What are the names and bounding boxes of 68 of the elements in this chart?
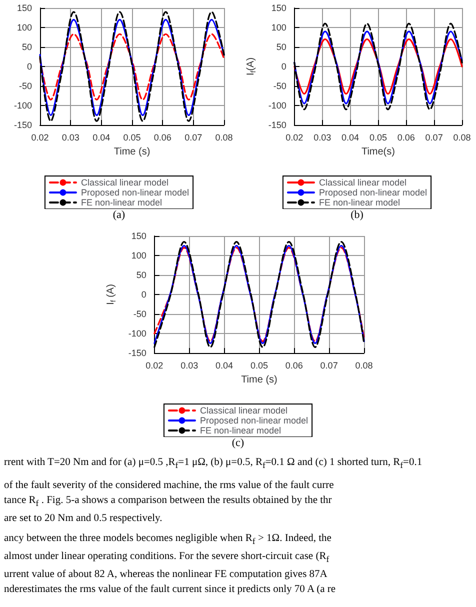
- x-axis-title: Time (s): [241, 374, 278, 386]
- text: almost under linear operating conditions. For the severe short-circuit case (R$_{f}$: [4, 550, 330, 566]
- legend-label: Classical linear model: [318, 178, 407, 188]
- x-axis-title: Time(s): [361, 146, 395, 158]
- legend-label: Proposed non-linear model: [80, 188, 190, 198]
- text: (b): [350, 209, 364, 223]
- x-tick-label: 0.05: [123, 132, 141, 142]
- y-tick-label: -50: [273, 81, 286, 91]
- x-tick-label: 0.06: [397, 132, 415, 142]
- legend-label: FE non-linear model: [318, 198, 400, 208]
- line-series: [294, 38, 463, 95]
- y-tick-label: -100: [128, 328, 146, 338]
- legend-label: FE non-linear model: [80, 198, 162, 208]
- x-tick-label: 0.03: [62, 132, 80, 142]
- y-tick-label: 0: [26, 62, 32, 72]
- x-tick-label: 0.02: [146, 360, 164, 370]
- y-tick-label: 50: [276, 42, 286, 52]
- y-tick-label: 150: [16, 3, 32, 13]
- y-tick-label: 100: [271, 22, 286, 32]
- y-tick-label: 50: [136, 270, 146, 280]
- y-tick-label: -100: [14, 100, 32, 110]
- x-tick-label: 0.05: [250, 360, 268, 370]
- y-tick-label: 100: [131, 250, 146, 260]
- legend-label: FE non-linear model: [200, 426, 282, 436]
- y-tick-label: 0: [141, 290, 146, 300]
- text: are set to 20 Nm and 0.5 respectively.: [4, 512, 164, 526]
- text: (c): [230, 437, 246, 451]
- text: ancy between the three models becomes negligible when R$_{f}$ > 1Ω. Indeed, the: [4, 532, 332, 548]
- x-tick-label: 0.05: [369, 132, 387, 142]
- x-tick-label: 0.03: [314, 132, 332, 142]
- x-tick-label: 0.02: [31, 132, 49, 142]
- legend-label: Proposed non-linear model: [200, 416, 308, 426]
- y-tick-label: 150: [271, 3, 286, 13]
- x-tick-label: 0.04: [342, 132, 360, 142]
- x-tick-label: 0.04: [216, 360, 234, 370]
- x-tick-label: 0.08: [215, 132, 233, 142]
- x-tick-label: 0.03: [180, 360, 198, 370]
- y-tick-label: -150: [14, 120, 32, 130]
- y-tick-label: -150: [268, 120, 286, 130]
- legend-label: Proposed non-linear model: [318, 188, 428, 198]
- x-tick-label: 0.07: [320, 360, 338, 370]
- line-series: [39, 33, 225, 100]
- x-tick-label: 0.06: [285, 360, 303, 370]
- y-tick-label: 50: [22, 42, 32, 52]
- x-tick-label: 0.08: [355, 360, 373, 370]
- y-tick-label: 0: [281, 62, 286, 72]
- x-tick-label: 0.07: [425, 132, 443, 142]
- text: tance R$_{f}$ . Fig. 5-a shows a comparison between the results obtained by the thr: [4, 494, 333, 510]
- y-tick-label: -50: [133, 309, 146, 319]
- legend-label: Classical linear model: [200, 406, 288, 416]
- line-series: [294, 30, 463, 104]
- y-tick-label: 150: [131, 231, 146, 241]
- x-tick-label: 0.07: [184, 132, 202, 142]
- y-tick-label: 100: [16, 22, 32, 32]
- x-tick-label: 0.06: [154, 132, 172, 142]
- y-tick-label: -150: [128, 348, 146, 358]
- text: rrent with T=20 Nm and for (a) μ=0.5 ,R$_{f}$=1 μΩ, (b) μ=0.5, R$_{f}$=0.1 Ω and (c) 1 shorted turn, R$_{f}$=0.1: [4, 456, 424, 472]
- text: (a): [112, 209, 126, 223]
- text: urrent value of about 82 A, whereas the nonlinear FE computation gives 87A: [4, 568, 328, 582]
- x-tick-label: 0.08: [453, 132, 471, 142]
- y-tick-label: -100: [268, 100, 286, 110]
- x-tick-label: 0.04: [92, 132, 110, 142]
- text: nderestimates the rms value of the fault current since it predicts only 70 A (a re: [4, 583, 337, 598]
- x-tick-label: 0.02: [286, 132, 304, 142]
- x-axis-title: Time (s): [114, 146, 150, 158]
- text: of the fault severity of the considered machine, the rms value of the fault curre: [4, 479, 335, 494]
- legend-label: Classical linear model: [80, 178, 169, 188]
- y-tick-label: -50: [18, 81, 32, 91]
